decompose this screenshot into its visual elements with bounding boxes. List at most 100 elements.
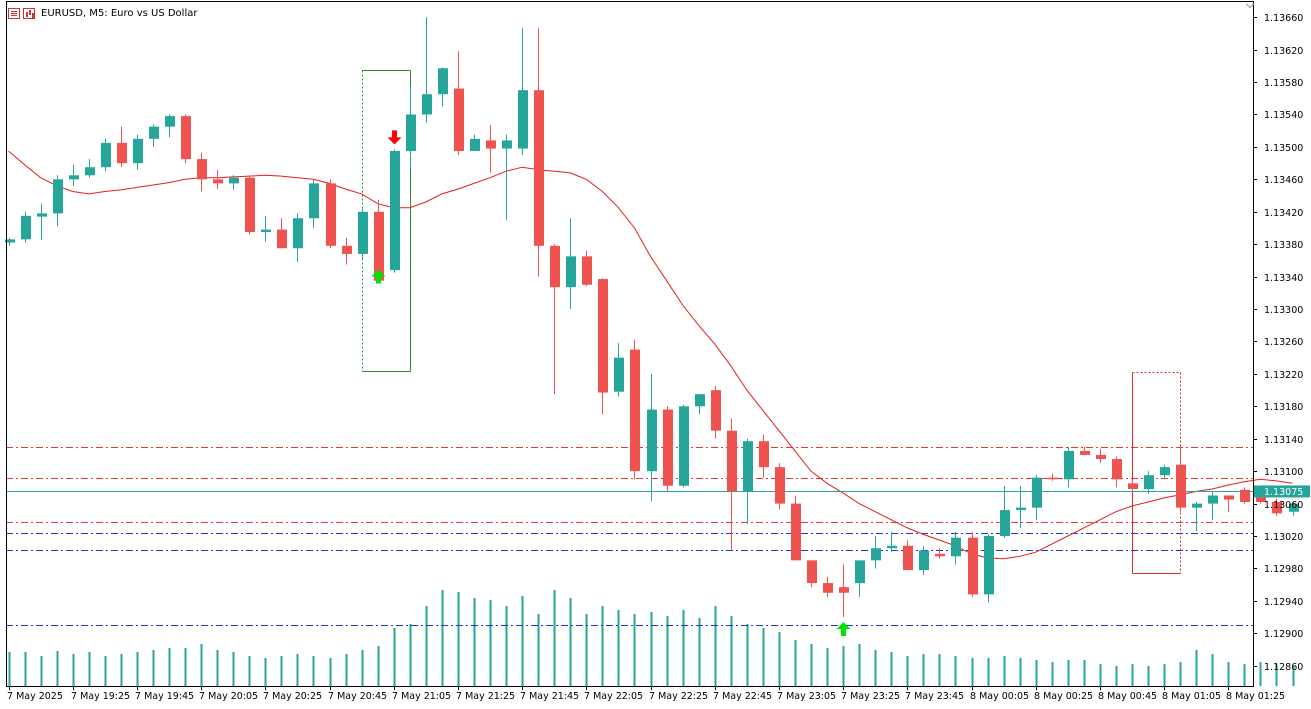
chart-frame	[6, 1, 1254, 687]
list-icon[interactable]	[8, 7, 20, 19]
candle-body	[1048, 477, 1058, 480]
candle-body	[486, 140, 496, 149]
candle-body	[261, 229, 271, 233]
candle-body	[390, 150, 400, 271]
candle-body	[69, 175, 79, 180]
candle-body	[1144, 475, 1154, 490]
candle-body	[277, 229, 287, 249]
candle-body	[149, 126, 159, 139]
candle-body	[165, 116, 175, 127]
candle-body	[53, 179, 63, 214]
x-tick-label: 7 May 2025	[7, 691, 63, 702]
y-tick-label: 1.12940	[1264, 597, 1303, 608]
candle-body	[711, 390, 721, 431]
x-tick-label: 7 May 23:05	[777, 691, 836, 702]
candle-body	[502, 140, 512, 149]
candle-body	[727, 430, 737, 492]
y-tick-label: 1.12980	[1264, 564, 1303, 575]
candle-body	[438, 68, 448, 95]
x-tick-label: 7 May 19:25	[71, 691, 130, 702]
candle-body	[1064, 450, 1074, 480]
candle-body	[213, 179, 223, 184]
candle-body	[582, 256, 592, 285]
candle-body	[695, 394, 705, 407]
x-tick-label: 7 May 20:25	[263, 691, 322, 702]
candle-body	[743, 441, 753, 492]
x-tick-label: 8 May 01:25	[1226, 691, 1285, 702]
candle-body	[5, 239, 15, 243]
candle-body	[534, 90, 544, 246]
candle-body	[21, 215, 31, 240]
x-tick-label: 7 May 23:25	[841, 691, 900, 702]
price-axis[interactable]: 1.13660 1.13620 1.13580 1.13540 1.13500 1.134…	[1253, 13, 1310, 673]
signal-arrows	[371, 130, 851, 637]
candle-body	[326, 183, 336, 246]
candle-body	[1224, 495, 1234, 500]
candle-body	[1192, 503, 1202, 508]
candle-body	[903, 545, 913, 571]
candle-body	[181, 116, 191, 160]
candle-body	[85, 167, 95, 176]
candle-body	[358, 211, 368, 254]
y-tick-label: 1.13460	[1264, 175, 1303, 186]
candle-body	[855, 560, 865, 584]
candle-body	[1032, 477, 1042, 508]
buy-arrow-icon	[371, 269, 386, 284]
candle-body	[791, 503, 801, 561]
candle-body	[1112, 459, 1122, 480]
time-axis[interactable]: 7 May 2025 7 May 19:25 7 May 19:45 7 May 20…	[7, 686, 1285, 702]
plot-border	[6, 1, 1254, 687]
candle-body	[1176, 464, 1186, 508]
candle-body	[1289, 503, 1299, 512]
candle-body	[374, 211, 384, 281]
current-price-label: 1.13075	[1264, 487, 1303, 498]
bar-chart-icon[interactable]	[23, 7, 35, 19]
candle-body	[807, 560, 817, 584]
y-tick-label: 1.12900	[1264, 629, 1303, 640]
candle-body	[759, 441, 769, 468]
y-tick-label: 1.12860	[1264, 662, 1303, 673]
candle-body	[663, 409, 673, 486]
x-tick-label: 7 May 21:45	[520, 691, 579, 702]
candle-body	[839, 587, 849, 593]
candle-body	[887, 545, 897, 549]
candle-body	[647, 409, 657, 472]
candle-body	[1000, 510, 1010, 537]
x-tick-label: 7 May 20:05	[199, 691, 258, 702]
moving-average	[8, 150, 1293, 560]
y-tick-label: 1.13620	[1264, 46, 1303, 57]
y-tick-label: 1.13060	[1264, 500, 1303, 511]
candle-body	[406, 114, 416, 151]
sell-arrow-icon	[387, 130, 402, 145]
y-tick-label: 1.13300	[1264, 305, 1303, 316]
candle-body	[1208, 495, 1218, 504]
range-boxes	[362, 70, 1181, 574]
candle-body	[630, 349, 640, 472]
candlesticks	[5, 17, 1299, 618]
x-tick-label: 7 May 22:45	[713, 691, 772, 702]
y-tick-label: 1.13340	[1264, 273, 1303, 284]
y-tick-label: 1.13660	[1264, 13, 1303, 24]
candle-body	[984, 536, 994, 595]
candle-body	[614, 357, 624, 392]
y-tick-label: 1.13580	[1264, 78, 1303, 89]
candle-body	[1096, 454, 1106, 460]
y-tick-label: 1.13100	[1264, 467, 1303, 478]
candle-body	[871, 548, 881, 561]
y-tick-label: 1.13020	[1264, 532, 1303, 543]
candle-body	[37, 213, 47, 217]
candle-body	[117, 142, 127, 164]
candle-body	[919, 550, 929, 571]
y-tick-label: 1.13140	[1264, 435, 1303, 446]
candle-body	[550, 245, 560, 288]
candle-body	[968, 537, 978, 595]
candle-body	[1160, 467, 1170, 476]
chart-title-bar: EURUSD, M5: Euro vs US Dollar	[8, 5, 197, 21]
y-tick-label: 1.13180	[1264, 402, 1303, 413]
candle-body	[133, 138, 143, 164]
moving-average-line	[8, 150, 1293, 560]
candle-body	[679, 406, 689, 486]
candle-body	[1128, 483, 1138, 490]
